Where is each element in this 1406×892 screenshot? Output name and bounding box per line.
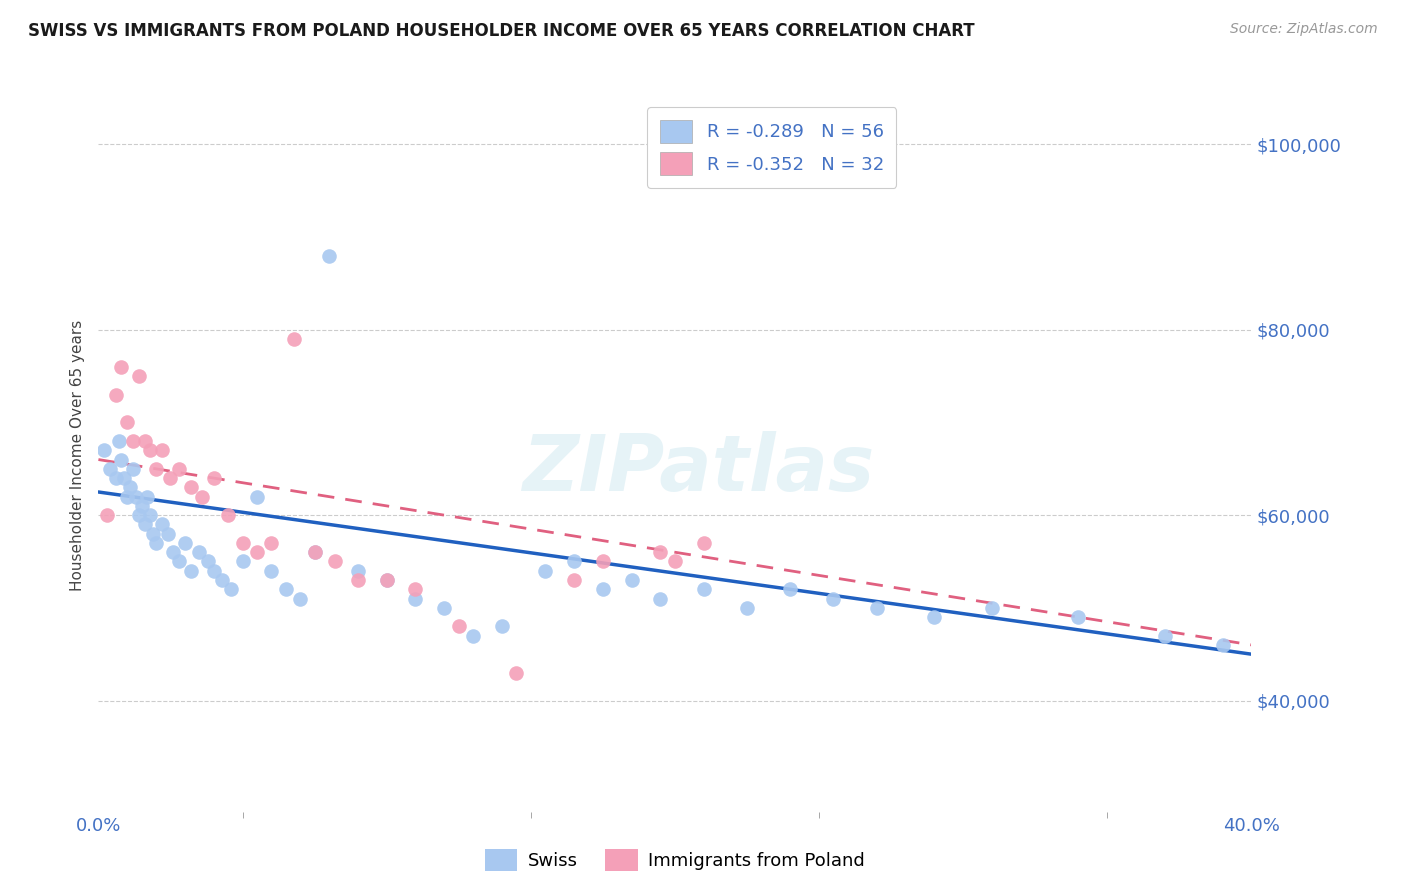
Point [246,545,269,559]
Text: ZIPatlas: ZIPatlas [522,431,875,508]
Text: SWISS VS IMMIGRANTS FROM POLAND HOUSEHOLDER INCOME OVER 65 YEARS CORRELATION CHA: SWISS VS IMMIGRANTS FROM POLAND HOUSEHOL… [28,22,974,40]
Point [145,462,167,476]
Point [346,573,368,587]
Point [592,554,614,568]
Point [274,582,297,597]
Point [304,545,326,559]
Point [491,619,513,633]
Point [180,564,202,578]
Point [217,508,239,523]
Point [433,600,456,615]
Point [110,452,132,467]
Point [981,600,1004,615]
Y-axis label: Householder Income Over 65 years: Householder Income Over 65 years [69,319,84,591]
Point [375,573,398,587]
Point [202,471,225,485]
Point [405,582,427,597]
Point [346,564,368,578]
Point [104,387,127,401]
Point [128,369,150,384]
Point [318,249,340,263]
Point [461,629,484,643]
Point [534,564,557,578]
Point [145,536,167,550]
Point [191,490,214,504]
Point [122,462,145,476]
Point [693,582,716,597]
Point [188,545,211,559]
Point [202,564,225,578]
Point [142,526,165,541]
Point [922,610,945,624]
Point [866,600,889,615]
Point [159,471,181,485]
Legend: Swiss, Immigrants from Poland: Swiss, Immigrants from Poland [478,842,872,879]
Point [1067,610,1090,624]
Point [197,554,219,568]
Point [107,434,129,448]
Point [505,665,527,680]
Point [1212,638,1234,652]
Point [375,573,398,587]
Point [136,490,159,504]
Point [650,591,672,606]
Legend: R = -0.289   N = 56, R = -0.352   N = 32: R = -0.289 N = 56, R = -0.352 N = 32 [647,107,897,188]
Point [117,416,138,430]
Point [162,545,184,559]
Point [120,480,142,494]
Point [283,332,305,346]
Point [823,591,845,606]
Point [139,443,162,458]
Point [211,573,233,587]
Point [134,517,156,532]
Point [246,490,269,504]
Point [405,591,427,606]
Point [693,536,716,550]
Point [150,517,173,532]
Point [290,591,312,606]
Point [779,582,801,597]
Point [128,508,150,523]
Point [139,508,162,523]
Point [323,554,346,568]
Point [131,499,153,513]
Point [260,564,283,578]
Point [110,359,132,374]
Point [620,573,643,587]
Point [231,554,254,568]
Point [304,545,326,559]
Point [93,443,115,458]
Point [96,508,118,523]
Point [125,490,148,504]
Point [167,462,190,476]
Point [134,434,156,448]
Point [219,582,242,597]
Text: Source: ZipAtlas.com: Source: ZipAtlas.com [1230,22,1378,37]
Point [562,573,585,587]
Point [735,600,758,615]
Point [180,480,202,494]
Point [167,554,190,568]
Point [592,582,614,597]
Point [156,526,179,541]
Point [104,471,127,485]
Point [112,471,135,485]
Point [150,443,173,458]
Point [122,434,145,448]
Point [260,536,283,550]
Point [1153,629,1175,643]
Point [117,490,138,504]
Point [447,619,470,633]
Point [562,554,585,568]
Point [231,536,254,550]
Point [664,554,686,568]
Point [98,462,121,476]
Point [174,536,197,550]
Point [650,545,672,559]
